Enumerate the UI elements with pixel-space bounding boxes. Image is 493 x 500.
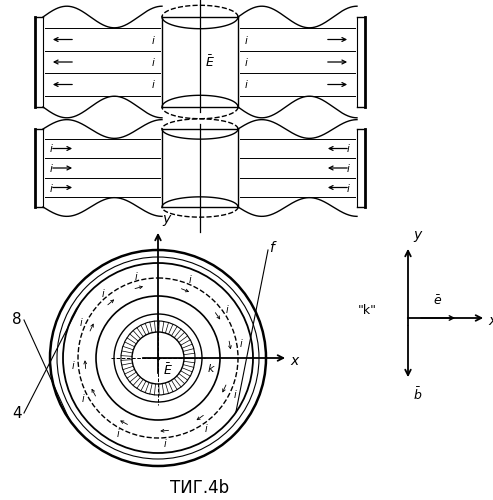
- Text: $i$: $i$: [79, 316, 83, 328]
- Text: $\bar{E}$: $\bar{E}$: [205, 54, 215, 70]
- Text: $f$: $f$: [269, 240, 278, 256]
- Text: $i$: $i$: [346, 182, 351, 194]
- Text: $i$: $i$: [81, 392, 85, 404]
- Text: $i$: $i$: [151, 78, 156, 90]
- Text: $i$: $i$: [49, 162, 54, 174]
- Text: $i$: $i$: [151, 56, 156, 68]
- Text: $i$: $i$: [116, 427, 120, 439]
- Text: $i$: $i$: [71, 360, 75, 372]
- Text: $i$: $i$: [225, 303, 230, 315]
- Text: $i$: $i$: [205, 422, 209, 434]
- Text: $i$: $i$: [244, 56, 249, 68]
- Text: ΤИГ.4b: ΤИГ.4b: [171, 479, 230, 497]
- Text: $k$: $k$: [207, 362, 216, 374]
- Text: 8: 8: [12, 312, 22, 328]
- Text: $i$: $i$: [244, 34, 249, 46]
- Text: $i$: $i$: [346, 162, 351, 174]
- Text: $\bar{e}$: $\bar{e}$: [433, 294, 443, 308]
- Text: $\bar{b}$: $\bar{b}$: [413, 386, 423, 402]
- Text: $y$: $y$: [413, 229, 423, 244]
- Text: $i$: $i$: [163, 436, 168, 448]
- Text: $i$: $i$: [240, 337, 244, 349]
- Text: $i$: $i$: [49, 142, 54, 154]
- Text: $x$: $x$: [488, 314, 493, 328]
- Text: $y$: $y$: [162, 213, 173, 228]
- Text: $i$: $i$: [49, 182, 54, 194]
- Text: $i$: $i$: [134, 270, 139, 282]
- Text: $i$: $i$: [233, 388, 237, 400]
- Text: $i$: $i$: [187, 273, 192, 285]
- Text: $i$: $i$: [151, 34, 156, 46]
- Text: 4: 4: [12, 406, 22, 420]
- Text: $x$: $x$: [290, 354, 301, 368]
- Text: "k": "k": [358, 304, 377, 318]
- Text: $i$: $i$: [244, 78, 249, 90]
- Text: $\bar{E}$: $\bar{E}$: [163, 362, 173, 378]
- Text: $i$: $i$: [346, 142, 351, 154]
- Text: $i$: $i$: [101, 287, 106, 299]
